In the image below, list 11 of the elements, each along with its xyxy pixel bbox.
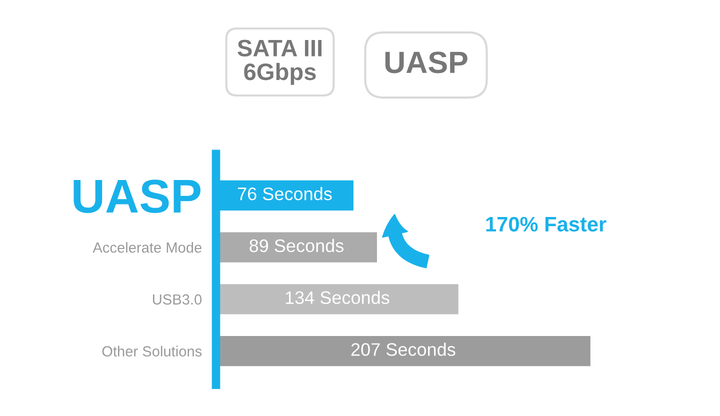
- data-label: 76 Seconds: [238, 187, 332, 200]
- text: UASP: [385, 52, 468, 74]
- text: SATA III 6Gbps: [238, 40, 322, 85]
- data-label: 134 Seconds: [286, 290, 390, 304]
- y-tick-label: USB3.0: [152, 294, 202, 305]
- y-tick-label: UASP: [74, 180, 200, 213]
- data-label: 89 Seconds: [250, 238, 344, 252]
- y-tick-label: Accelerate Mode: [92, 242, 202, 253]
- y-tick-label: Other Solutions: [102, 346, 202, 357]
- data-label: 207 Seconds: [351, 342, 456, 356]
- annotation: 170% Faster: [486, 216, 606, 232]
